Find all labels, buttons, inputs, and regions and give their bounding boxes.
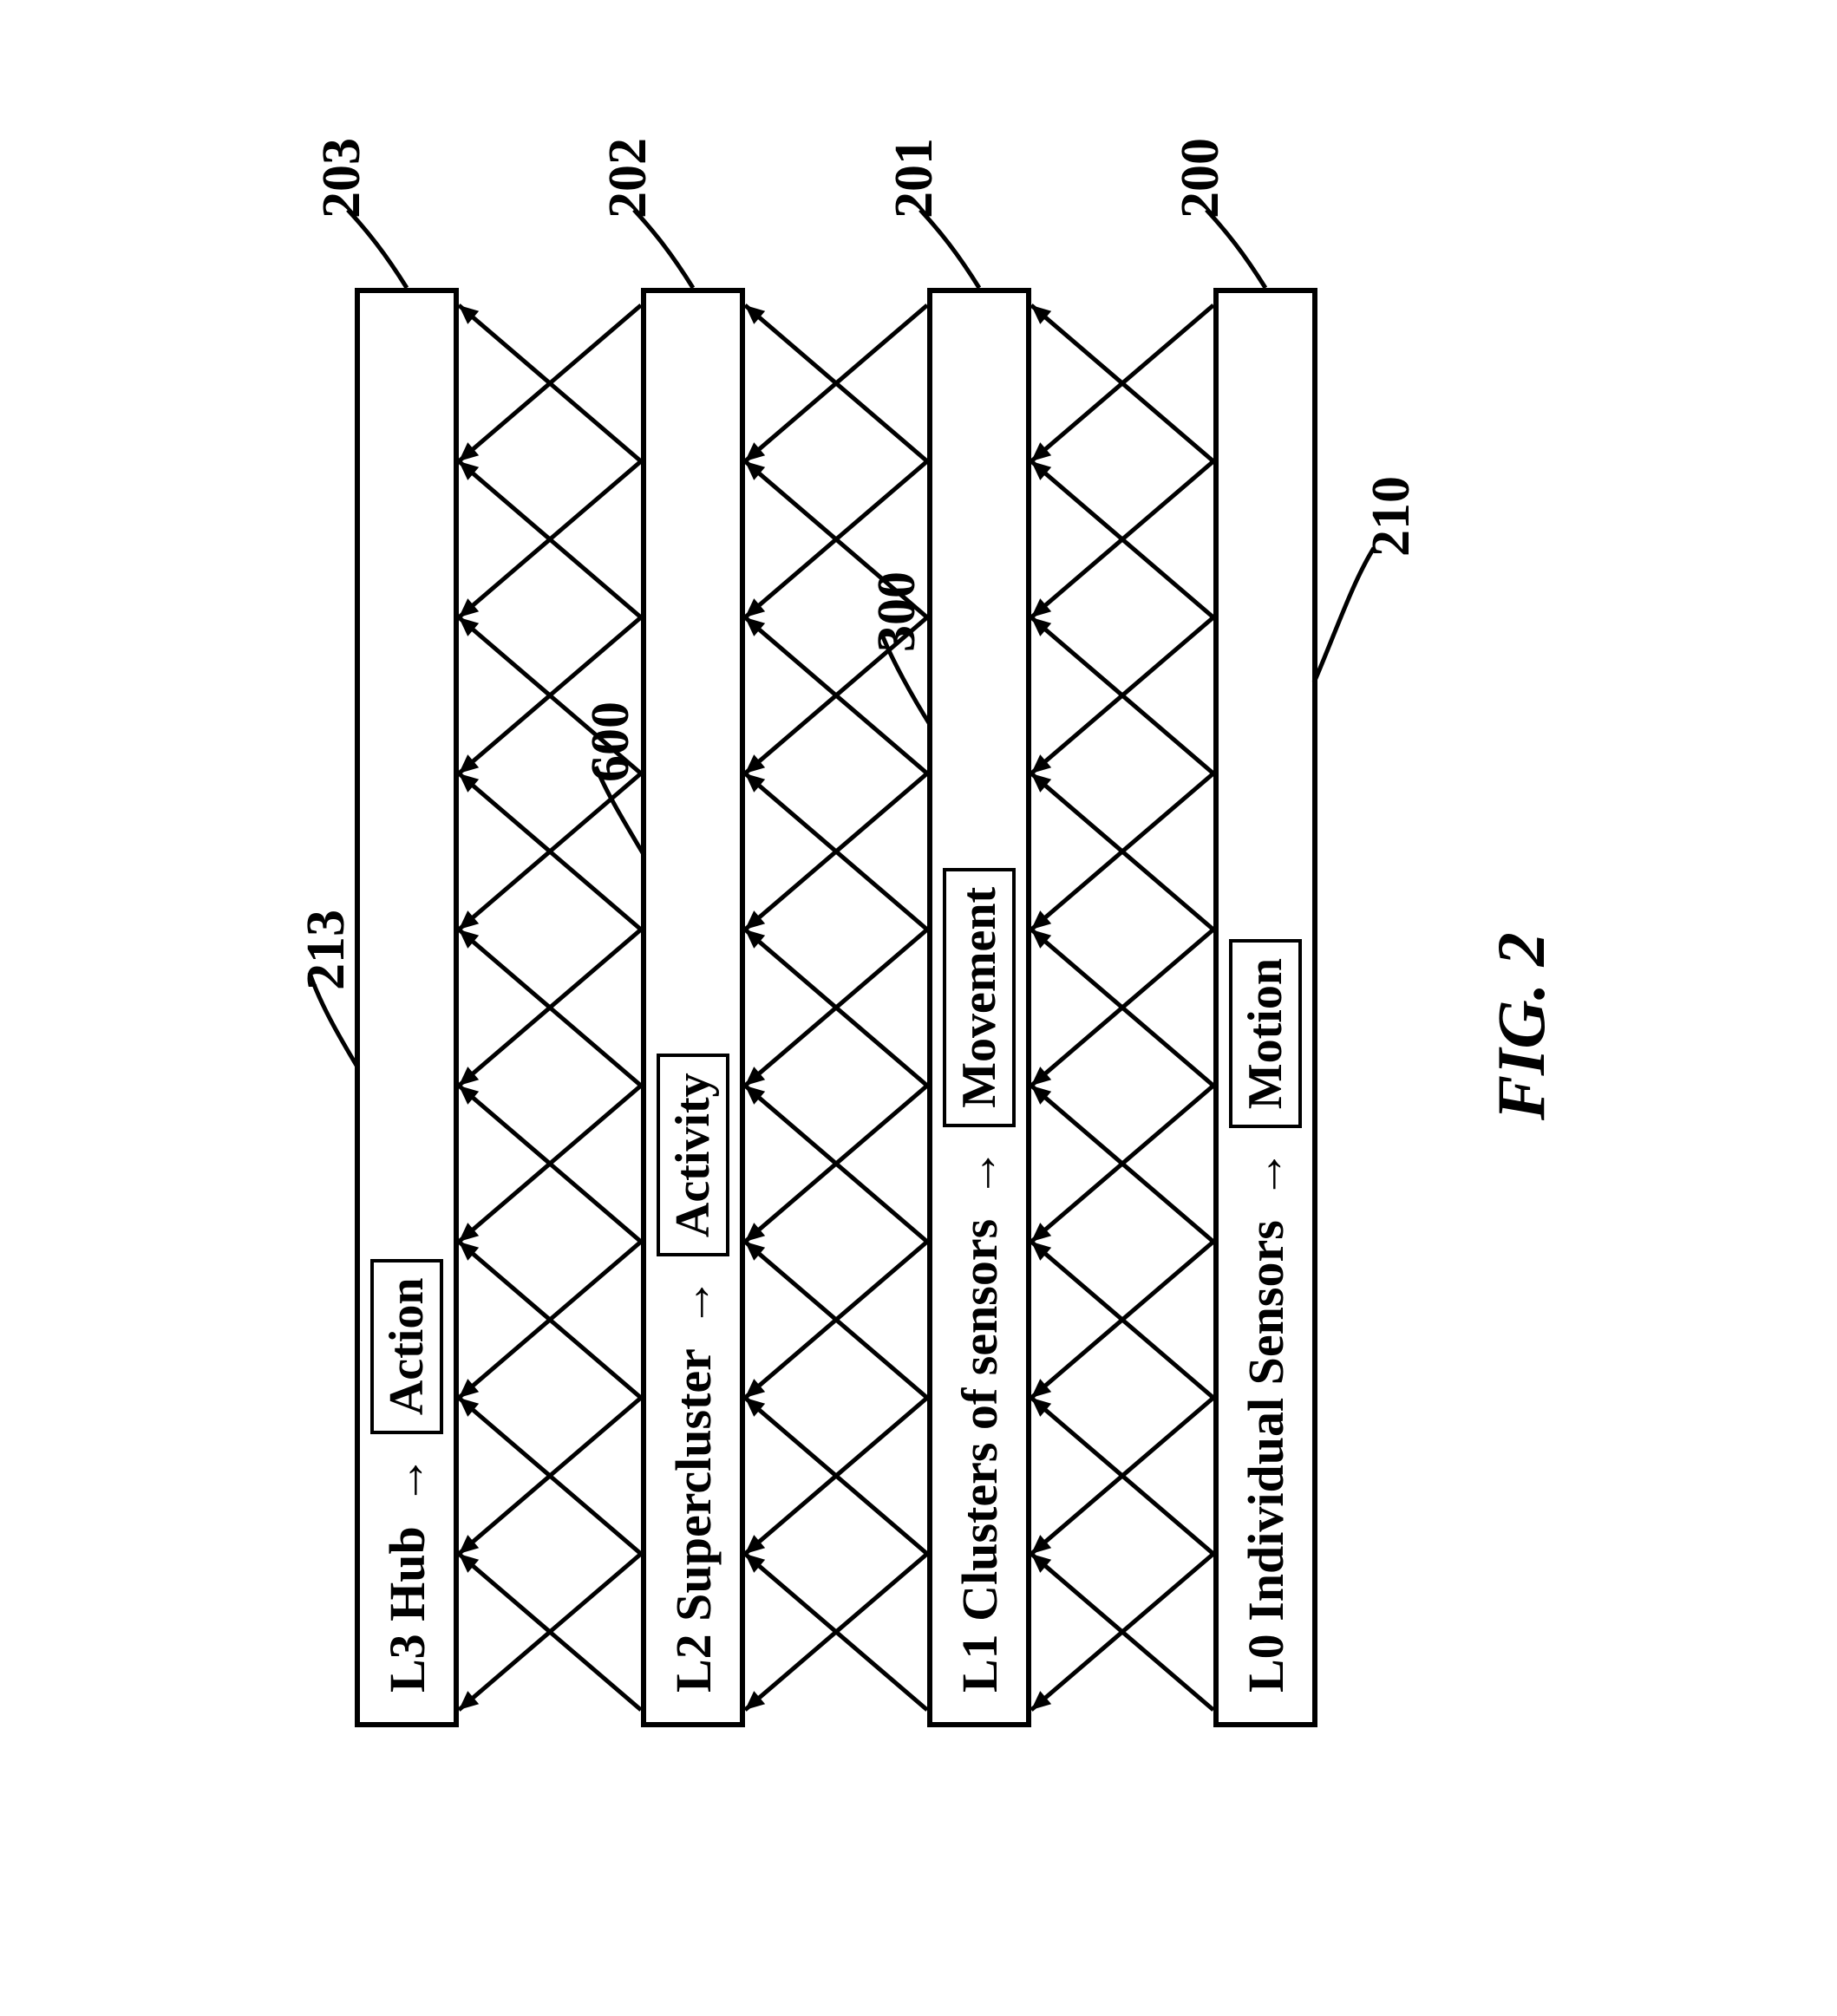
ref-label-300: 300 — [866, 571, 928, 652]
ref-label-203: 203 — [311, 138, 373, 219]
ref-label-600: 600 — [580, 701, 642, 782]
ref-label-201: 201 — [884, 138, 945, 219]
page: L3 Hub → Action L2 Supercluster → Activi… — [0, 0, 1837, 2016]
ref-label-202: 202 — [598, 138, 659, 219]
ref-label-210: 210 — [1361, 476, 1422, 557]
ref-label-200: 200 — [1170, 138, 1232, 219]
ref-label-213: 213 — [296, 910, 357, 990]
leader-lines — [181, 140, 1656, 1875]
figure-caption: FIG. 2 — [1482, 932, 1560, 1120]
fig2-diagram: L3 Hub → Action L2 Supercluster → Activi… — [181, 140, 1656, 1875]
diagram-rotated-wrapper: L3 Hub → Action L2 Supercluster → Activi… — [181, 140, 1656, 1875]
